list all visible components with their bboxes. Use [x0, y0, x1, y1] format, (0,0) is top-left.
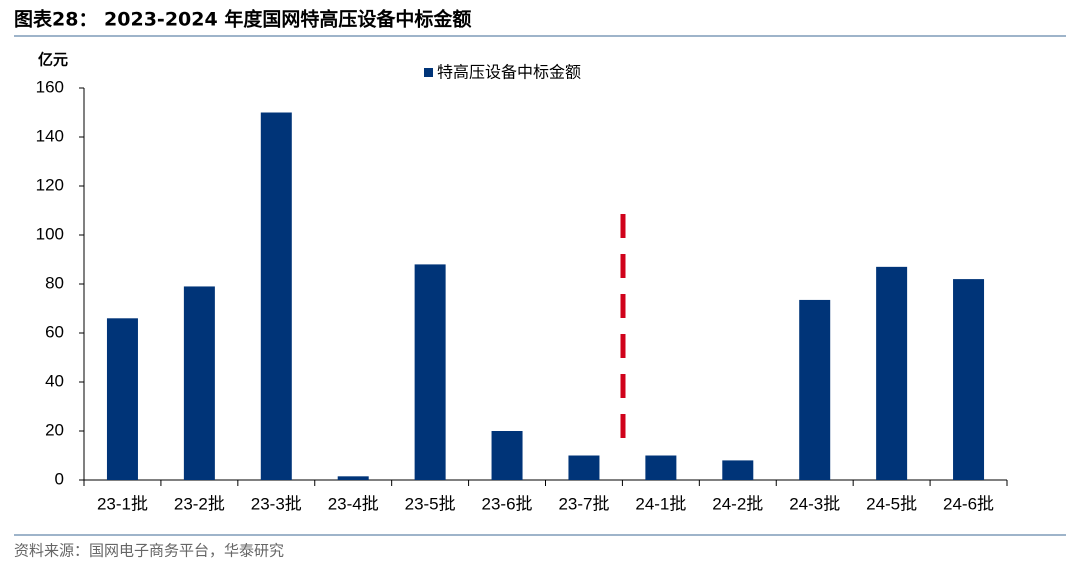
bar [414, 264, 446, 480]
y-tick-label: 40 [45, 371, 64, 390]
y-tick-label: 100 [36, 224, 64, 243]
x-tick-label: 24-3批 [789, 494, 840, 513]
x-tick-label: 24-6批 [943, 494, 994, 513]
x-tick-label: 23-1批 [97, 494, 148, 513]
bar [106, 318, 138, 480]
bar [337, 476, 369, 480]
bar [645, 455, 677, 480]
y-tick-label: 140 [36, 126, 64, 145]
bar [260, 112, 292, 480]
x-tick-label: 23-2批 [174, 494, 225, 513]
y-tick-label: 80 [45, 273, 64, 292]
x-tick-label: 24-5批 [866, 494, 917, 513]
x-tick-label: 24-2批 [712, 494, 763, 513]
legend-label: 特高压设备中标金额 [437, 63, 581, 82]
bar [799, 299, 831, 480]
bar [722, 460, 754, 480]
x-tick-label: 23-3批 [251, 494, 302, 513]
x-tick-label: 23-5批 [405, 494, 456, 513]
bar [568, 455, 600, 480]
chart-title: 图表28： 2023-2024 年度国网特高压设备中标金额 [14, 8, 471, 31]
legend-swatch [424, 68, 433, 77]
y-tick-label: 160 [36, 77, 64, 96]
bar [876, 266, 908, 480]
source-note: 资料来源：国网电子商务平台，华泰研究 [14, 542, 284, 560]
y-axis-label: 亿元 [38, 51, 68, 69]
bar [491, 431, 523, 480]
x-tick-label: 23-6批 [482, 494, 533, 513]
x-tick-label: 23-4批 [328, 494, 379, 513]
x-tick-label: 24-1批 [635, 494, 686, 513]
y-tick-label: 120 [36, 175, 64, 194]
y-tick-label: 0 [55, 469, 64, 488]
bar [183, 286, 215, 480]
x-tick-label: 23-7批 [558, 494, 609, 513]
y-tick-label: 20 [45, 420, 64, 439]
bar [953, 279, 985, 480]
y-tick-label: 60 [45, 322, 64, 341]
